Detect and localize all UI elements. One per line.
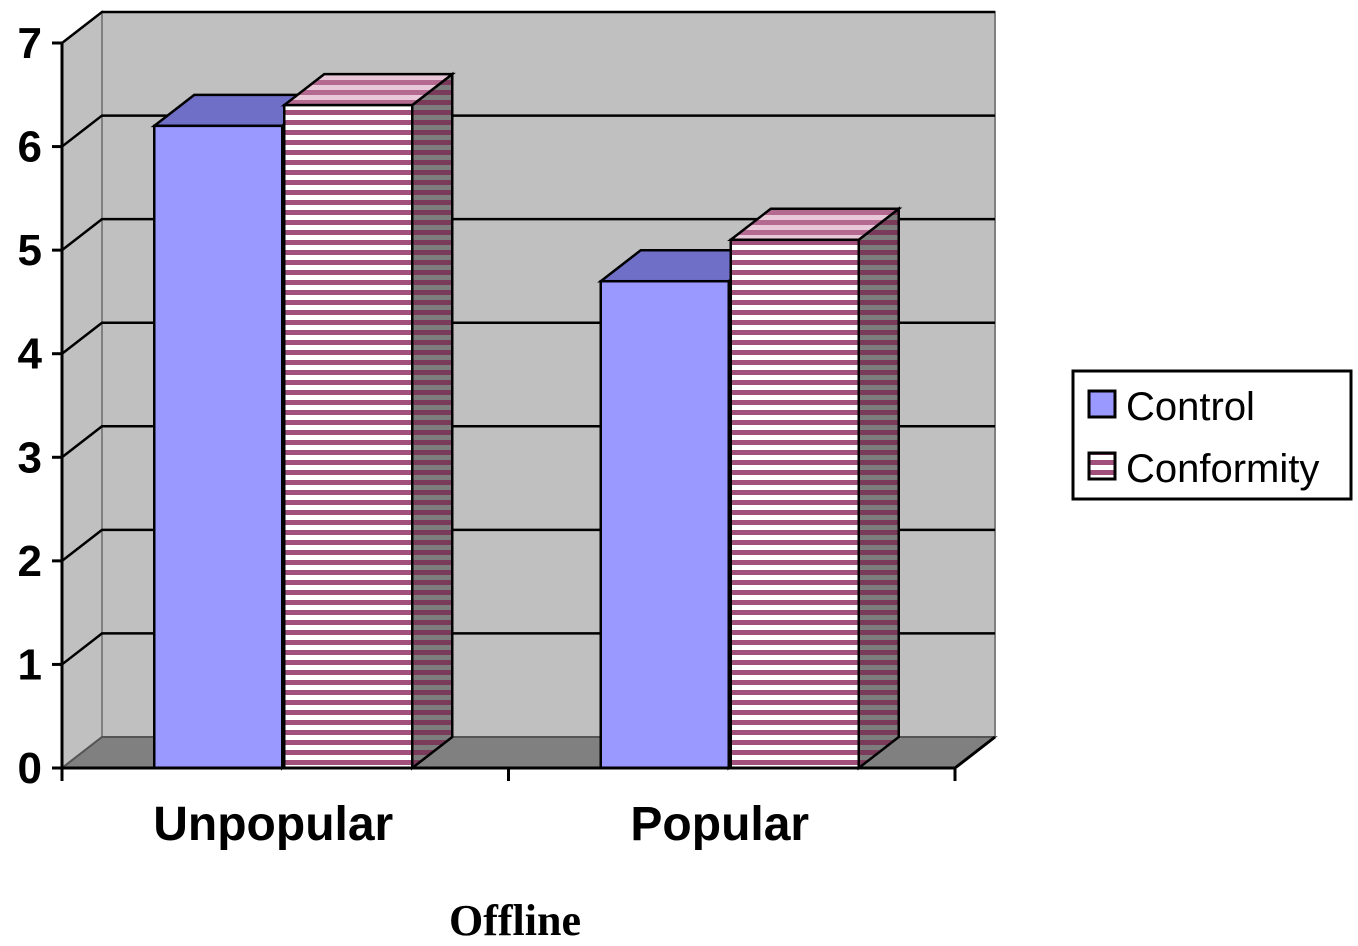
x-axis-categories: Unpopular Popular — [153, 798, 809, 851]
gridline — [61, 114, 995, 148]
y-tick-label: 4 — [18, 330, 43, 379]
y-tick-label: 2 — [18, 537, 42, 586]
bar-conformity-unpopular — [280, 71, 456, 771]
gridline — [61, 10, 995, 44]
bar-side — [857, 206, 900, 771]
legend-box — [1071, 369, 1353, 501]
x-category-label: Popular — [630, 798, 809, 851]
y-tick-label: 1 — [18, 640, 42, 689]
x-axis-title: Offline — [449, 896, 581, 945]
y-tick-label: 6 — [18, 123, 42, 172]
bar-front — [283, 103, 414, 770]
y-tick-label: 7 — [18, 19, 42, 68]
bar-front — [599, 279, 730, 770]
axes — [60, 43, 996, 781]
legend-swatch-conformity — [1087, 451, 1117, 481]
y-axis-ticks: 0 1 2 3 4 5 6 7 — [18, 19, 62, 793]
bar-front — [729, 238, 860, 770]
legend-label-conformity: Conformity — [1126, 447, 1319, 491]
gridline — [61, 217, 995, 252]
side-wall — [61, 9, 103, 771]
y-tick-label: 5 — [18, 226, 42, 275]
bars — [150, 71, 903, 771]
legend-label-control: Control — [1126, 385, 1255, 429]
y-tick-label: 3 — [18, 433, 42, 482]
bar-side — [411, 71, 454, 771]
bar-front — [153, 124, 284, 770]
legend: Control Conformity — [1071, 369, 1353, 501]
x-category-label: Unpopular — [153, 798, 393, 851]
bar-conformity-popular — [727, 206, 903, 771]
y-tick-label: 0 — [18, 744, 42, 793]
legend-swatch-control — [1087, 389, 1117, 419]
floor-edge — [954, 735, 996, 770]
